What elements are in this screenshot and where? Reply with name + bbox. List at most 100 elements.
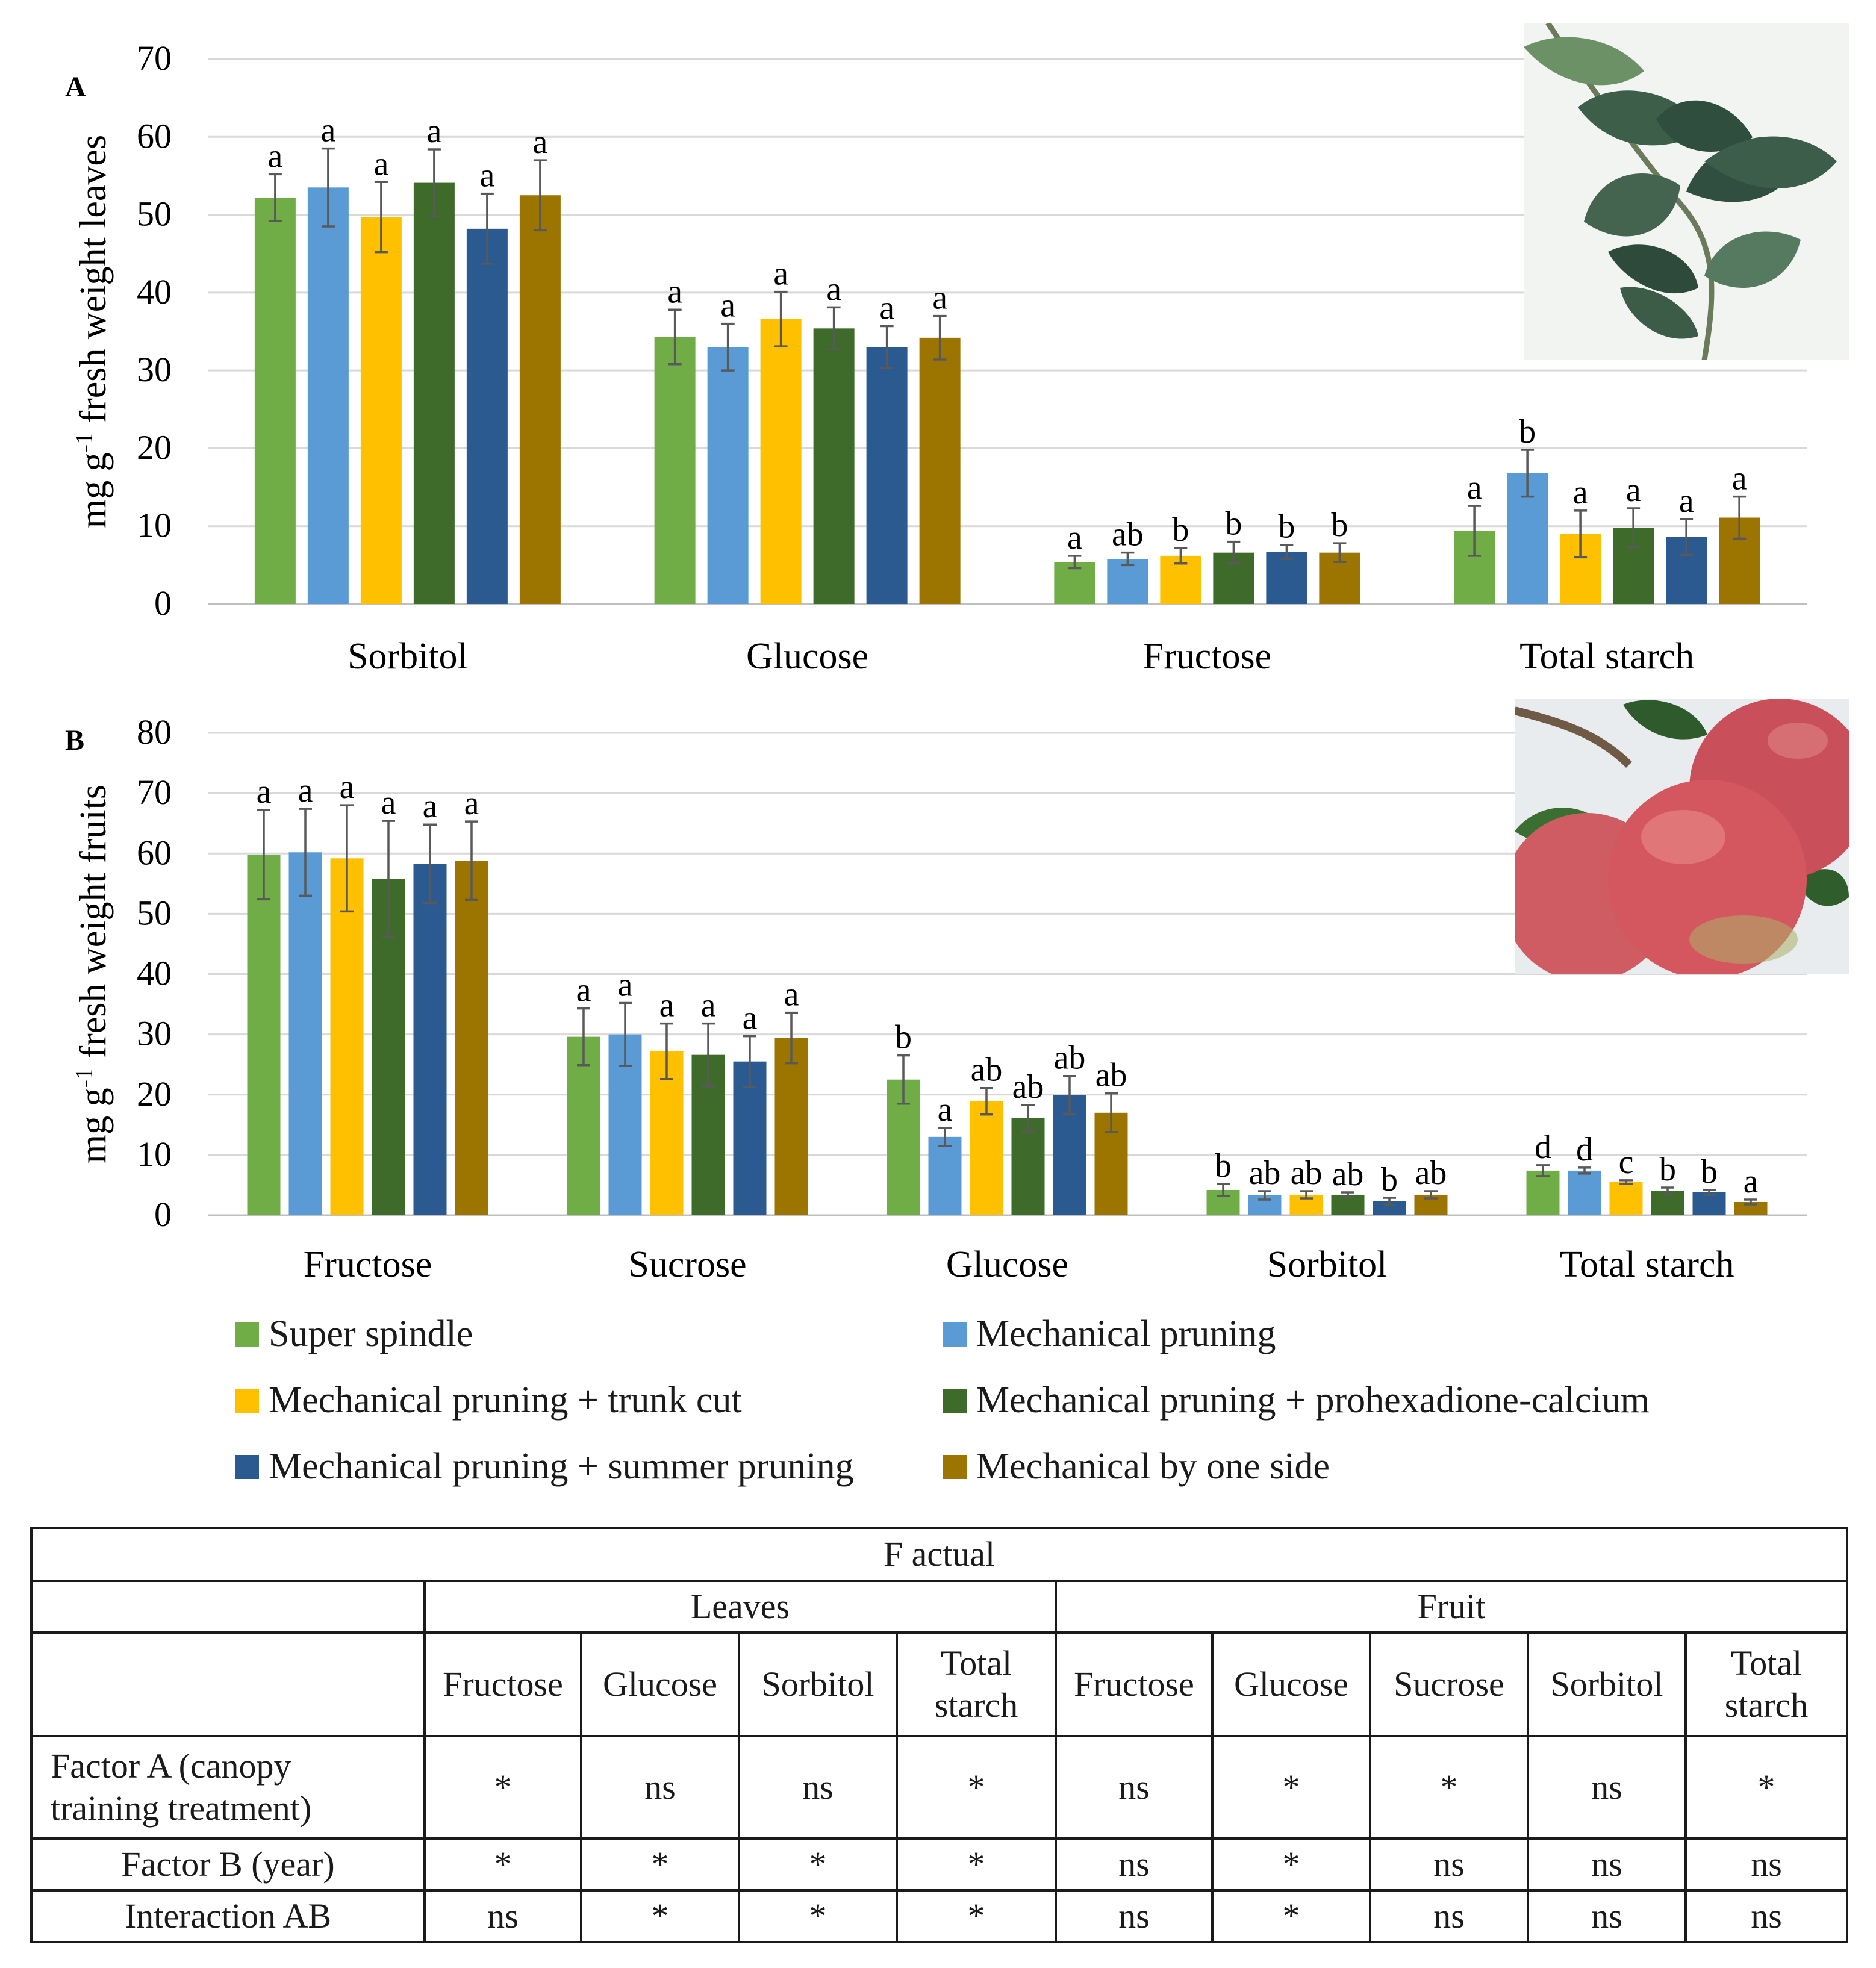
bar xyxy=(567,1036,600,1215)
table-row-label: Factor A (canopy training treatment) xyxy=(30,1735,426,1840)
y-tick-label: 50 xyxy=(137,893,172,932)
category-label: Glucose xyxy=(946,1244,1068,1285)
significance-letter: a xyxy=(320,112,335,149)
significance-letter: b xyxy=(1331,506,1348,544)
table-cell: * xyxy=(423,1837,582,1892)
significance-letter: a xyxy=(423,788,438,825)
y-tick-label: 40 xyxy=(137,954,172,993)
significance-letter: a xyxy=(373,145,388,182)
y-tick-label: 0 xyxy=(154,584,172,623)
y-tick-label: 0 xyxy=(154,1195,172,1234)
significance-letter: b xyxy=(1278,508,1295,546)
table-cell: * xyxy=(1211,1889,1371,1943)
bar xyxy=(455,861,488,1215)
table-cell: ns xyxy=(1369,1837,1529,1892)
significance-letter: a xyxy=(464,785,479,822)
significance-letter: b xyxy=(1659,1151,1676,1188)
chart-panel-b: B 0 10 20 30 40 50 60 70 80 mg g-1 fresh weight fr… xyxy=(65,712,1807,1285)
significance-letter: ab xyxy=(1012,1068,1044,1106)
significance-letter: a xyxy=(532,123,547,161)
significance-letter: a xyxy=(667,273,682,310)
legend-label: Mechanical pruning + prohexadione-calciu… xyxy=(976,1380,1650,1421)
significance-letter: b xyxy=(1172,511,1189,549)
y-tick-label: 70 xyxy=(137,39,172,78)
y-tick-label: 60 xyxy=(137,116,172,155)
bar xyxy=(413,864,447,1215)
table-group-fruit: Fruit xyxy=(1054,1580,1849,1634)
y-tick-label: 50 xyxy=(137,195,172,234)
bar xyxy=(774,1038,808,1215)
significance-letter: a xyxy=(1679,482,1694,520)
legend-label: Mechanical pruning xyxy=(976,1313,1276,1354)
significance-letter: a xyxy=(701,987,716,1024)
significance-letter: a xyxy=(1732,460,1747,497)
table-row: Factor B (year) * * * * ns * ns ns ns xyxy=(30,1837,1849,1892)
table-cell: * xyxy=(738,1889,898,1943)
significance-letter: ab xyxy=(1054,1039,1086,1077)
significance-letter: ab xyxy=(1332,1156,1364,1193)
y-axis-label: mg g-1 fresh weight fruits xyxy=(70,785,114,1163)
table-cell: ns xyxy=(423,1889,582,1943)
panel-label: B xyxy=(65,724,84,756)
table-col-header: Glucose xyxy=(580,1631,740,1737)
table-corner-cell xyxy=(30,1580,426,1634)
legend-item: Mechanical pruning xyxy=(943,1313,1276,1356)
table-cell: ns xyxy=(1527,1837,1687,1892)
bar xyxy=(413,182,455,604)
table-cell: ns xyxy=(1527,1889,1687,1943)
bar xyxy=(760,319,802,604)
y-tick-label: 60 xyxy=(137,833,172,872)
panel-label: A xyxy=(65,71,86,103)
bar-charts: A 0 10 20 30 40 50 60 70 mg g-1 fresh weight leav… xyxy=(65,39,1807,1285)
table-group-leaves: Leaves xyxy=(423,1580,1057,1634)
bar xyxy=(1011,1118,1045,1215)
significance-letter: c xyxy=(1619,1144,1634,1181)
table-col-header: Fructose xyxy=(1055,1631,1214,1737)
table-cell: ns xyxy=(1055,1735,1214,1840)
bar xyxy=(247,855,281,1215)
significance-letter: b xyxy=(1701,1153,1718,1191)
table-col-header: Total starch xyxy=(896,1631,1057,1737)
y-tick-label: 70 xyxy=(137,773,172,812)
significance-letter: b xyxy=(1381,1161,1398,1198)
apples-photo xyxy=(1515,699,1849,974)
table-cell: * xyxy=(423,1735,582,1840)
significance-letter: a xyxy=(1626,472,1641,509)
significance-letter: b xyxy=(1225,505,1242,543)
significance-letter: a xyxy=(267,137,282,175)
bar xyxy=(707,347,749,604)
legend-item: Mechanical by one side xyxy=(943,1445,1330,1488)
f-actual-table: F actual Leaves Fruit Fructose Glucose S… xyxy=(30,1527,1849,1943)
table-row-label: Interaction AB xyxy=(30,1889,426,1943)
significance-letter: a xyxy=(784,976,799,1014)
table-cell: * xyxy=(580,1837,740,1892)
table-row: Interaction AB ns * * * ns * ns ns ns xyxy=(30,1889,1849,1943)
table-col-header: Sorbitol xyxy=(738,1631,898,1737)
legend-swatch xyxy=(235,1388,259,1413)
bar xyxy=(1692,1192,1726,1215)
significance-letter: a xyxy=(257,773,272,811)
legend-item: Mechanical pruning + trunk cut xyxy=(235,1379,742,1422)
bar xyxy=(307,187,349,605)
table-col-header: Sucrose xyxy=(1369,1631,1529,1737)
bar xyxy=(1568,1170,1601,1215)
bar xyxy=(1526,1170,1560,1215)
bar xyxy=(1107,559,1148,604)
legend-label: Super spindle xyxy=(269,1313,473,1354)
legend-swatch xyxy=(943,1388,967,1413)
table-cell: ns xyxy=(1527,1735,1687,1840)
category-label: Fructose xyxy=(304,1244,432,1285)
significance-letter: b xyxy=(1215,1147,1232,1185)
significance-letter: ab xyxy=(1291,1154,1323,1192)
table-col-header: Fructose xyxy=(423,1631,582,1737)
y-tick-label: 10 xyxy=(137,1135,172,1174)
table-corner-cell xyxy=(30,1631,426,1737)
significance-letter: ab xyxy=(1249,1154,1281,1192)
bar xyxy=(1266,552,1307,604)
table-cell: ns xyxy=(1369,1889,1529,1943)
bar xyxy=(866,347,908,604)
legend-label: Mechanical by one side xyxy=(976,1446,1330,1487)
bar xyxy=(919,337,961,604)
table-cell: * xyxy=(738,1837,898,1892)
table-col-header: Sorbitol xyxy=(1527,1631,1687,1737)
